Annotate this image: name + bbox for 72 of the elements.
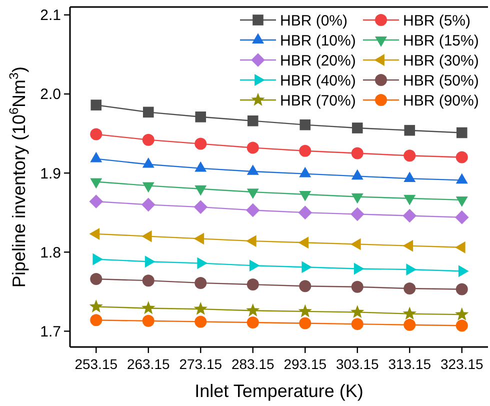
- point: [454, 210, 469, 224]
- x-tick-label: 253.15: [74, 356, 118, 372]
- point: [246, 142, 259, 154]
- legend-label: HBR (10%): [280, 32, 356, 50]
- point: [456, 151, 468, 164]
- point: [246, 203, 260, 218]
- x-tick-label: 273.15: [179, 356, 222, 372]
- point: [142, 274, 154, 287]
- y-tick-label: 1.8: [40, 244, 61, 262]
- point: [350, 305, 364, 318]
- point: [142, 134, 154, 146]
- point: [90, 128, 102, 140]
- point: [90, 273, 102, 285]
- point: [404, 282, 416, 294]
- point: [90, 314, 102, 326]
- point: [455, 307, 469, 320]
- legend-label: HBR (30%): [403, 52, 479, 70]
- point: [246, 303, 260, 316]
- point: [89, 299, 103, 312]
- y-tick-label: 2.0: [40, 86, 61, 104]
- point: [456, 320, 468, 332]
- x-tick-label: 263.15: [126, 356, 170, 372]
- point: [195, 112, 206, 122]
- point: [89, 194, 104, 208]
- point: [350, 207, 364, 222]
- legend-label: HBR (5%): [403, 12, 471, 30]
- legend-label: HBR (0%): [280, 12, 348, 30]
- y-tick-label: 1.7: [40, 323, 61, 340]
- point: [351, 318, 364, 330]
- x-axis-title: Inlet Temperature (K): [194, 381, 364, 401]
- legend-label: HBR (50%): [403, 72, 479, 90]
- point: [404, 150, 416, 162]
- point: [456, 127, 468, 138]
- point: [351, 280, 364, 293]
- x-tick-label: 283.15: [231, 356, 274, 372]
- point: [194, 316, 207, 328]
- point: [299, 144, 312, 157]
- legend-label: HBR (15%): [403, 32, 479, 50]
- point: [246, 316, 259, 328]
- point: [404, 124, 416, 136]
- point: [142, 106, 154, 118]
- point: [141, 198, 156, 212]
- point: [402, 208, 417, 223]
- point: [194, 302, 208, 315]
- x-tick-label: 323.15: [440, 356, 484, 372]
- point: [247, 115, 258, 126]
- legend-label: HBR (40%): [280, 72, 356, 90]
- point: [351, 147, 364, 160]
- legend-label: HBR (90%): [403, 92, 479, 110]
- point: [194, 200, 208, 214]
- point: [402, 306, 416, 320]
- point: [299, 280, 312, 292]
- point: [404, 318, 416, 331]
- x-tick-label: 313.15: [388, 356, 432, 372]
- point: [352, 122, 363, 134]
- x-tick-label: 293.15: [284, 356, 327, 372]
- point: [142, 314, 154, 327]
- y-tick-label: 2.1: [40, 7, 61, 24]
- y-tick-label: 1.9: [40, 165, 61, 182]
- legend-label: HBR (20%): [280, 52, 356, 70]
- point: [142, 301, 156, 314]
- point: [246, 278, 259, 291]
- point: [90, 100, 102, 110]
- point: [194, 276, 207, 289]
- point: [456, 283, 468, 296]
- x-tick-label: 303.15: [336, 356, 379, 372]
- point: [298, 206, 312, 220]
- point: [194, 138, 207, 150]
- point: [298, 304, 312, 318]
- point: [300, 119, 311, 130]
- point: [299, 317, 312, 330]
- legend-label: HBR (70%): [280, 92, 356, 110]
